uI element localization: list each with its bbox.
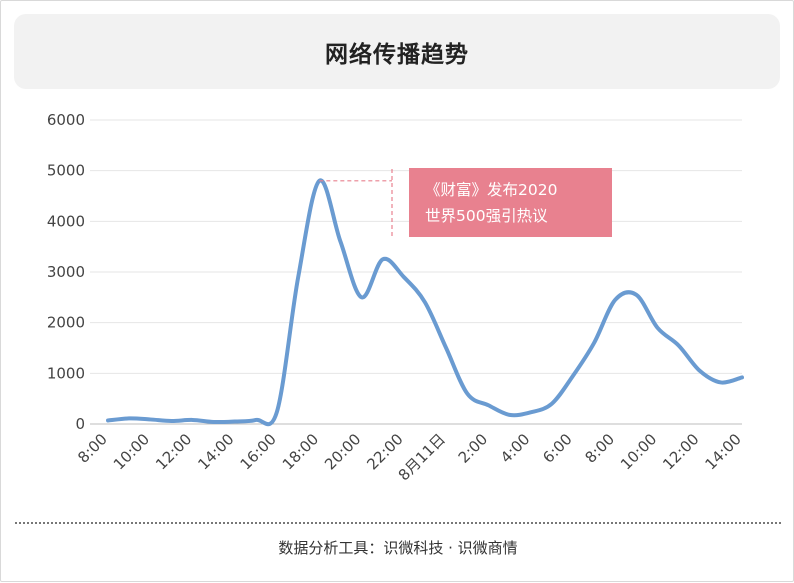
series-line [106,178,744,427]
y-tick-label: 0 [75,415,85,433]
x-tick-label: 2:00 [455,430,492,467]
x-axis-ticks: 8:0010:0012:0014:0016:0018:0020:0022:008… [74,430,745,484]
x-tick-label: 14:00 [194,430,237,473]
x-tick-label: 14:00 [702,430,745,473]
annotation-box [409,168,612,237]
y-tick-label: 1000 [47,364,85,382]
x-tick-label: 8:00 [74,430,111,467]
x-tick-label: 18:00 [279,430,322,473]
annotation: 《财富》发布2020 世界500强引热议 [319,168,612,237]
y-tick-label: 4000 [47,212,85,230]
footer-divider [15,522,781,524]
x-tick-label: 12:00 [659,430,702,473]
annotation-text-line1: 《财富》发布2020 [425,181,557,199]
x-tick-label: 8月11日 [395,430,449,484]
x-tick-label: 10:00 [617,430,660,473]
y-tick-label: 5000 [47,162,85,180]
x-tick-label: 4:00 [497,430,534,467]
y-axis-ticks: 0 1000 2000 3000 4000 5000 6000 [47,111,85,433]
grid-lines [90,119,742,374]
x-tick-label: 12:00 [152,430,195,473]
annotation-text-line2: 世界500强引热议 [425,207,548,225]
y-tick-label: 2000 [47,314,85,332]
y-tick-label: 6000 [47,111,85,129]
x-tick-label: 6:00 [539,430,576,467]
x-tick-label: 8:00 [581,430,618,467]
x-tick-label: 16:00 [237,430,280,473]
title-bar: 网络传播趋势 [14,14,780,89]
y-tick-label: 3000 [47,263,85,281]
x-tick-label: 20:00 [321,430,364,473]
x-tick-label: 10:00 [110,430,153,473]
chart-title: 网络传播趋势 [325,41,469,68]
footer-credit: 数据分析工具：识微科技 · 识微商情 [278,539,518,557]
